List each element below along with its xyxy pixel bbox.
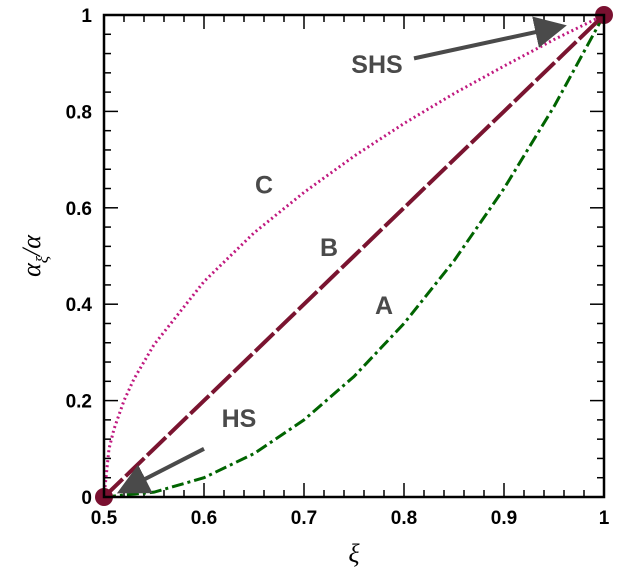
series-curves <box>102 13 606 499</box>
annotation-arrows <box>116 16 567 494</box>
label-a: A <box>375 292 393 320</box>
y-tick-label: 0 <box>81 488 92 509</box>
plot-frame <box>102 13 606 499</box>
label-shs: SHS <box>351 51 402 79</box>
y-axis-title: αξ/α <box>17 234 52 277</box>
x-axis-title: ξ <box>348 539 360 568</box>
x-tick-label: 0.8 <box>391 508 417 529</box>
y-tick-label: 0.8 <box>66 102 92 123</box>
series-line-a <box>103 14 606 499</box>
label-hs: HS <box>222 405 257 433</box>
arrow-hs <box>116 447 205 494</box>
x-tick-label: 0.5 <box>91 508 118 529</box>
x-tick-label: 0.9 <box>491 508 517 529</box>
y-tick-label: 1 <box>81 6 92 27</box>
y-tick-label: 0.4 <box>66 295 93 316</box>
x-tick-label: 0.6 <box>191 508 217 529</box>
y-tick-label: 0.2 <box>66 392 92 413</box>
series-line-b <box>102 13 606 499</box>
annotation-labels: A B C HS SHS <box>222 51 403 433</box>
arrow-shs <box>413 16 567 61</box>
x-tick-label: 1 <box>599 508 610 529</box>
y-tick-label: 0.6 <box>66 199 92 220</box>
label-c: C <box>255 171 273 199</box>
label-b: B <box>320 234 338 262</box>
x-tick-label: 0.7 <box>291 508 317 529</box>
y-axis-title-text: αξ/α <box>17 234 52 277</box>
tick-labels: 0.5 0.6 0.7 0.8 0.9 1 0 0.2 0.4 0.6 0.8 1 <box>66 6 610 529</box>
